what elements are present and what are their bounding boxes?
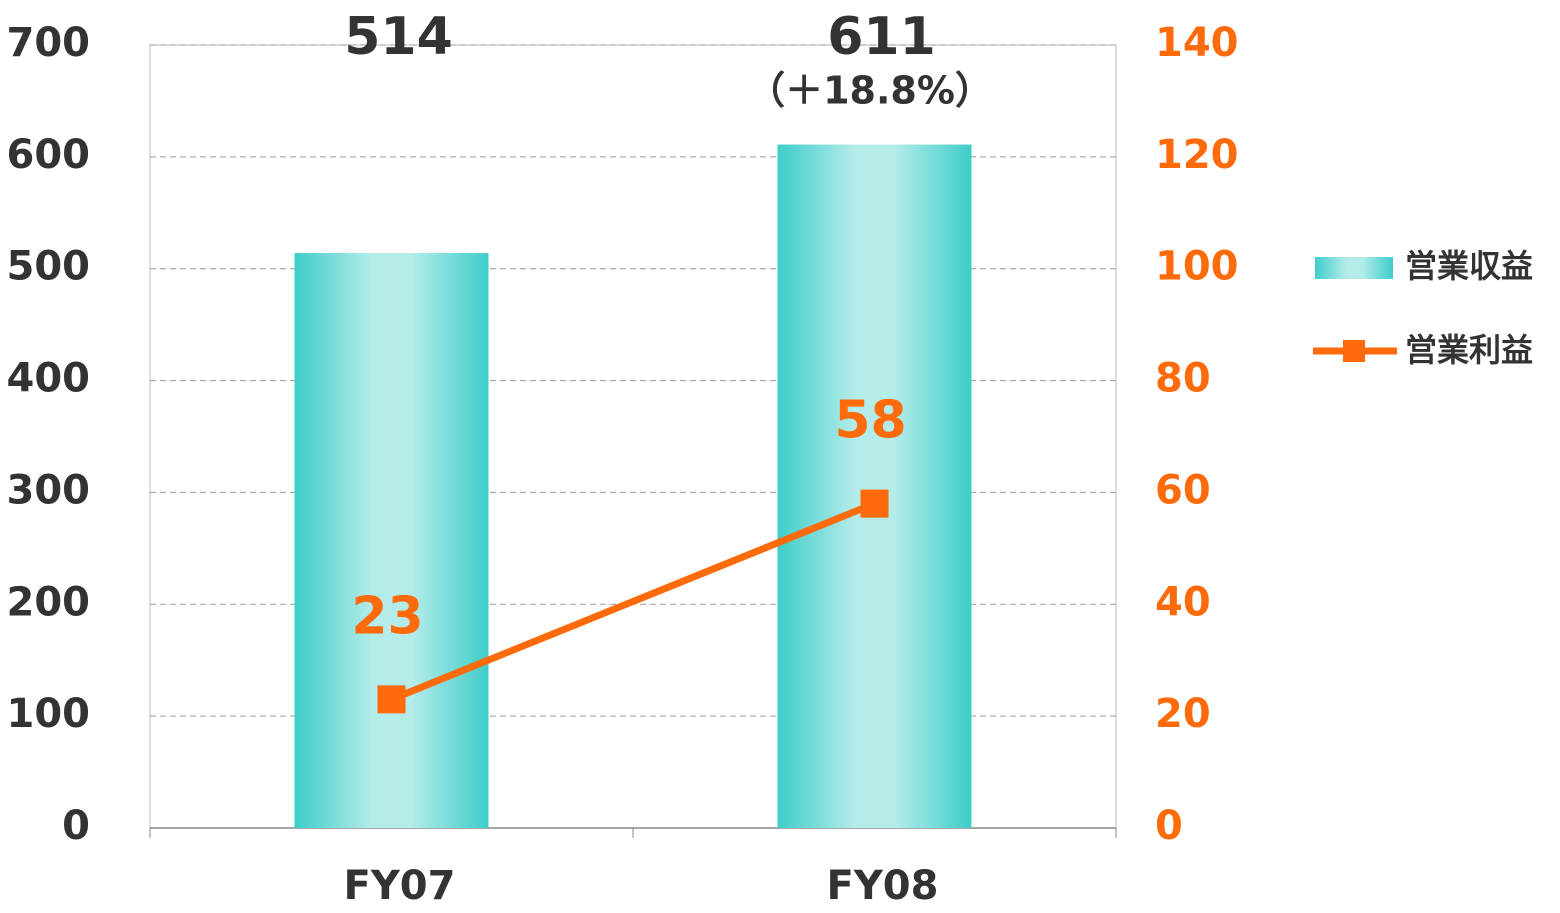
line-value-label: 23 — [351, 586, 423, 646]
y-tick-label: 100 — [7, 691, 91, 737]
y-tick-label: 600 — [7, 132, 91, 178]
annotation: （＋18.8%） — [747, 69, 993, 113]
y2-tick-label: 120 — [1155, 132, 1239, 178]
y2-tick-label: 80 — [1155, 356, 1211, 402]
bar-value-label: 611 — [827, 7, 936, 67]
y2-tick-label: 0 — [1155, 803, 1183, 849]
y-tick-label: 500 — [7, 244, 91, 290]
y-tick-label: 300 — [7, 467, 91, 513]
y2-tick-label: 100 — [1155, 244, 1239, 290]
y-tick-label: 400 — [7, 356, 91, 402]
y2-tick-label: 140 — [1155, 20, 1239, 66]
y-tick-label: 200 — [7, 579, 91, 625]
legend-label: 営業利益 — [1405, 331, 1533, 369]
x-tick-label: FY07 — [344, 863, 456, 909]
y2-tick-label: 20 — [1155, 691, 1211, 737]
legend-swatch — [1315, 257, 1393, 279]
bar-value-label: 514 — [344, 7, 453, 67]
line-value-label: 58 — [834, 391, 906, 451]
legend-marker — [1343, 340, 1365, 362]
y2-tick-label: 60 — [1155, 467, 1211, 513]
bar — [777, 144, 972, 828]
x-tick-label: FY08 — [827, 863, 939, 909]
y2-tick-label: 40 — [1155, 579, 1211, 625]
legend-label: 営業収益 — [1405, 247, 1533, 285]
y-tick-label: 700 — [7, 20, 91, 66]
line — [390, 500, 876, 703]
bar — [294, 253, 489, 828]
line-marker — [377, 685, 406, 714]
y-tick-label: 0 — [62, 803, 90, 849]
line-marker — [860, 489, 889, 518]
